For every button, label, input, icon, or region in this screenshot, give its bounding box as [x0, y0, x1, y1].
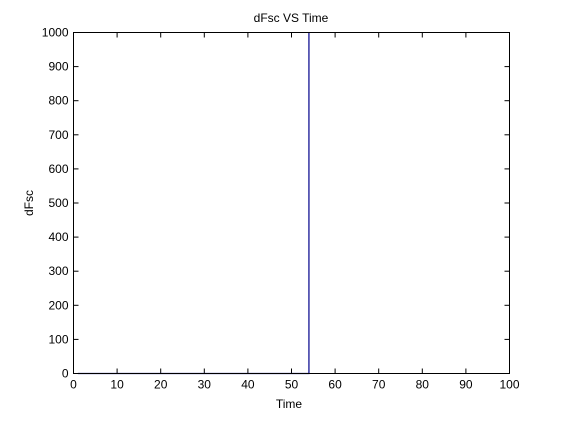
y-tick-label: 600	[48, 162, 68, 176]
ticks-layer: 0 10 20 30 40 50 60 70 80 90 100010020030040050060…	[42, 26, 520, 392]
x-tick-label: 40	[241, 378, 255, 392]
x-tick-label: 60	[328, 378, 342, 392]
y-tick-label: 100	[48, 332, 68, 346]
x-tick-label: 0	[70, 378, 77, 392]
y-axis-label: dFsc	[22, 190, 36, 216]
chart-title: dFsc VS Time	[254, 11, 329, 25]
y-tick-label: 200	[48, 298, 68, 312]
y-tick-label: 300	[48, 264, 68, 278]
y-tick-label: 500	[48, 196, 68, 210]
x-tick-label: 30	[198, 378, 212, 392]
x-tick-label: 100	[499, 378, 519, 392]
y-tick-label: 900	[48, 60, 68, 74]
y-tick-label: 400	[48, 230, 68, 244]
y-tick-label: 0	[62, 367, 69, 381]
series-line	[77, 32, 310, 375]
plot-frame	[73, 32, 510, 374]
x-tick-label: 10	[110, 378, 124, 392]
series-layer	[77, 32, 310, 375]
x-axis-label: Time	[276, 397, 303, 411]
y-tick-label: 800	[48, 94, 68, 108]
x-tick-label: 50	[285, 378, 299, 392]
y-tick-label: 700	[48, 128, 68, 142]
x-tick-label: 70	[372, 378, 386, 392]
y-tick-label: 1000	[42, 26, 69, 40]
x-tick-label: 90	[459, 378, 473, 392]
x-tick-label: 80	[416, 378, 430, 392]
x-tick-label: 20	[154, 378, 168, 392]
